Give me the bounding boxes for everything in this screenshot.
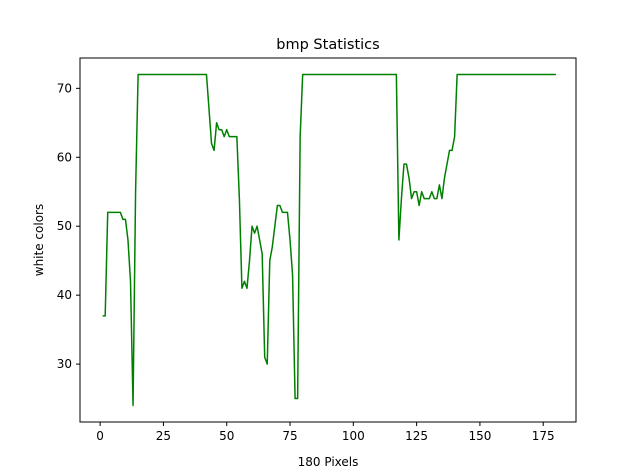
- x-tick-label: 150: [468, 429, 491, 443]
- x-tick-label: 75: [282, 429, 297, 443]
- series-line-0: [102, 73, 556, 407]
- y-tick-label: 50: [57, 219, 72, 233]
- plot-layer: [102, 73, 556, 407]
- y-axis-label: white colors: [32, 204, 46, 276]
- y-tick-label: 30: [57, 357, 72, 371]
- y-tick-label: 60: [57, 150, 72, 164]
- x-tick-label: 25: [156, 429, 171, 443]
- plot-frame: [79, 57, 577, 423]
- ticks-layer: 0 25 50 75 100 125 150 175 30 40 50 60 70: [57, 81, 555, 443]
- x-tick-label: 100: [342, 429, 365, 443]
- x-tick-label: 125: [405, 429, 428, 443]
- x-tick-label: 175: [532, 429, 555, 443]
- y-tick-label: 40: [57, 288, 72, 302]
- chart-title: bmp Statistics: [276, 37, 379, 53]
- y-tick-label: 70: [57, 81, 72, 95]
- x-tick-label: 0: [96, 429, 104, 443]
- x-tick-label: 50: [219, 429, 234, 443]
- x-axis-label: 180 Pixels: [298, 455, 359, 469]
